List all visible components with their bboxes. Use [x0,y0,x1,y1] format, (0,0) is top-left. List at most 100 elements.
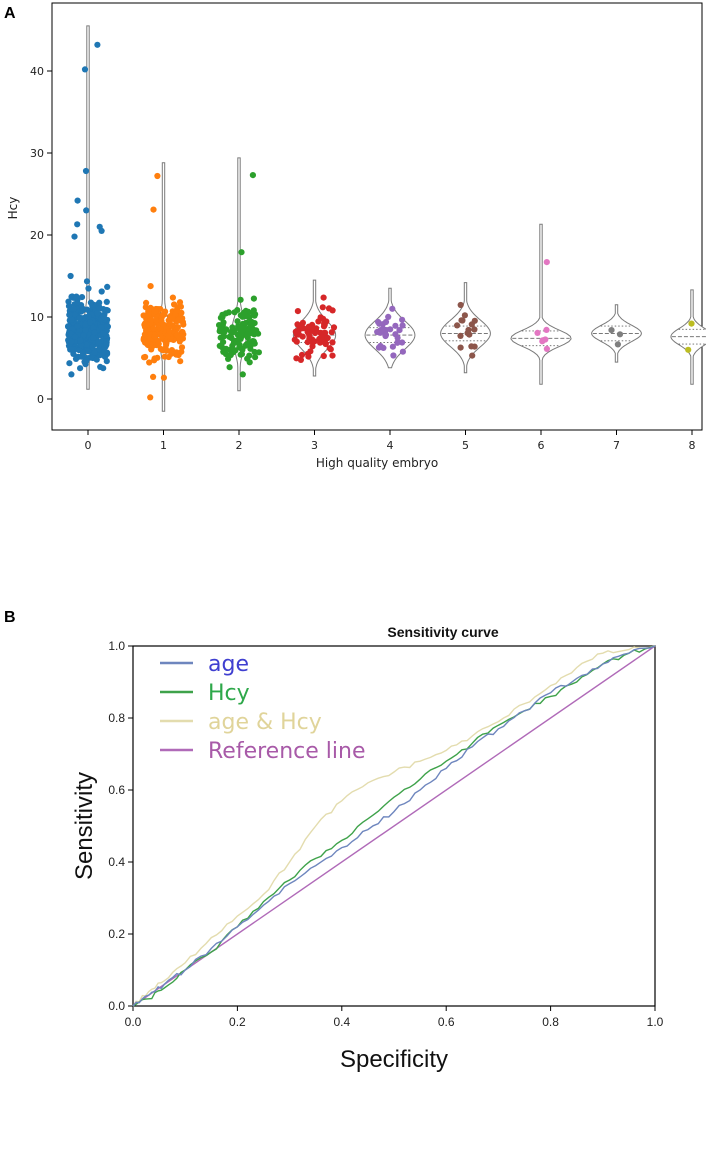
strip-point [217,314,224,321]
strip-point [392,331,399,338]
strip-point [328,329,335,336]
strip-points [65,41,695,401]
series-line-age [132,645,656,1007]
strip-point [71,333,79,340]
strip-point [68,316,75,323]
strip-point [236,341,243,348]
sensitivity-y-tick-label: 0.8 [108,711,125,725]
strip-point [104,283,111,290]
strip-point [457,344,464,351]
strip-point [396,327,403,334]
strip-point [319,304,326,311]
sensitivity-x-tick-label: 0.2 [229,1015,246,1029]
strip-point [330,324,338,331]
sensitivity-x-ticks: 0.0 0.2 0.4 0.6 0.8 1.0 [125,1006,664,1029]
strip-point [223,345,230,352]
strip-point [152,308,159,315]
strip-point [291,336,298,343]
strip-point [246,352,253,359]
strip-point [294,308,301,315]
strip-point [174,324,181,331]
strip-point [153,317,160,324]
violin-x-tick-label: 3 [311,439,318,452]
strip-point [94,310,101,317]
strip-point [66,360,73,367]
strip-point [327,346,334,353]
sensitivity-x-tick-label: 0.4 [333,1015,350,1029]
strip-point-outlier [150,206,157,213]
strip-point [162,345,169,352]
strip-point [230,340,237,347]
violin-y-tick-label: 40 [30,65,44,78]
strip-point [250,295,257,302]
strip-point-outlier [94,41,101,48]
violin-x-tick-label: 6 [538,439,545,452]
strip-point [68,338,75,345]
strip-point [457,301,464,309]
strip-point [85,285,92,292]
strip-point [74,299,81,306]
strip-point [382,318,390,326]
strip-point [249,320,256,327]
strip-point [234,318,241,325]
strip-point [539,338,546,345]
legend-label: age & Hcy [208,710,322,735]
strip-point [151,333,158,340]
violin-y-axis-label: Hcy [6,197,20,220]
sensitivity-y-axis-label: Sensitivity [71,772,98,880]
strip-point [79,307,86,314]
strip-point [73,293,80,300]
strip-point [82,327,89,334]
strip-point [614,341,622,348]
strip-point [66,311,73,318]
strip-point [80,349,87,356]
strip-point [374,328,381,336]
strip-point [101,348,108,356]
strip-point [68,371,75,378]
strip-point [65,303,73,310]
strip-point [608,327,615,334]
strip-point [83,278,91,285]
sensitivity-chart-title: Sensitivity curve [387,624,498,640]
strip-point [228,335,235,342]
strip-point-outlier [81,66,89,73]
strip-point [178,309,185,316]
strip-point [465,326,472,334]
strip-point [247,342,254,349]
strip-point [320,294,327,301]
strip-point [377,342,384,350]
strip-point [150,373,157,380]
strip-point [242,313,249,320]
strip-point [72,311,79,318]
strip-point [77,337,84,344]
strip-point [147,283,154,290]
strip-point-outlier [249,172,256,179]
violin-x-tick-label: 2 [236,439,243,452]
violin-y-tick-label: 20 [30,229,44,242]
strip-point [176,299,184,306]
strip-point [178,344,186,351]
strip-point [174,317,181,324]
strip-point [471,317,478,324]
strip-point [146,331,153,338]
sensitivity-y-tick-label: 0.4 [108,855,125,869]
sensitivity-x-tick-label: 0.8 [542,1015,559,1029]
strip-point [246,359,253,366]
strip-point-outlier [688,320,695,327]
strip-point-outlier [147,394,154,401]
strip-point [221,333,228,340]
strip-point [87,299,94,306]
strip-point [72,355,80,362]
strip-point [77,365,84,372]
strip-point [466,331,473,338]
violin-shape [510,223,572,385]
strip-point [98,288,105,295]
strip-point [100,330,107,337]
strip-point [305,353,312,360]
strip-point [294,321,301,328]
violin-y-tick-label: 0 [37,393,44,406]
strip-point [91,349,98,356]
strip-point [177,358,184,365]
strip-point [469,352,476,359]
